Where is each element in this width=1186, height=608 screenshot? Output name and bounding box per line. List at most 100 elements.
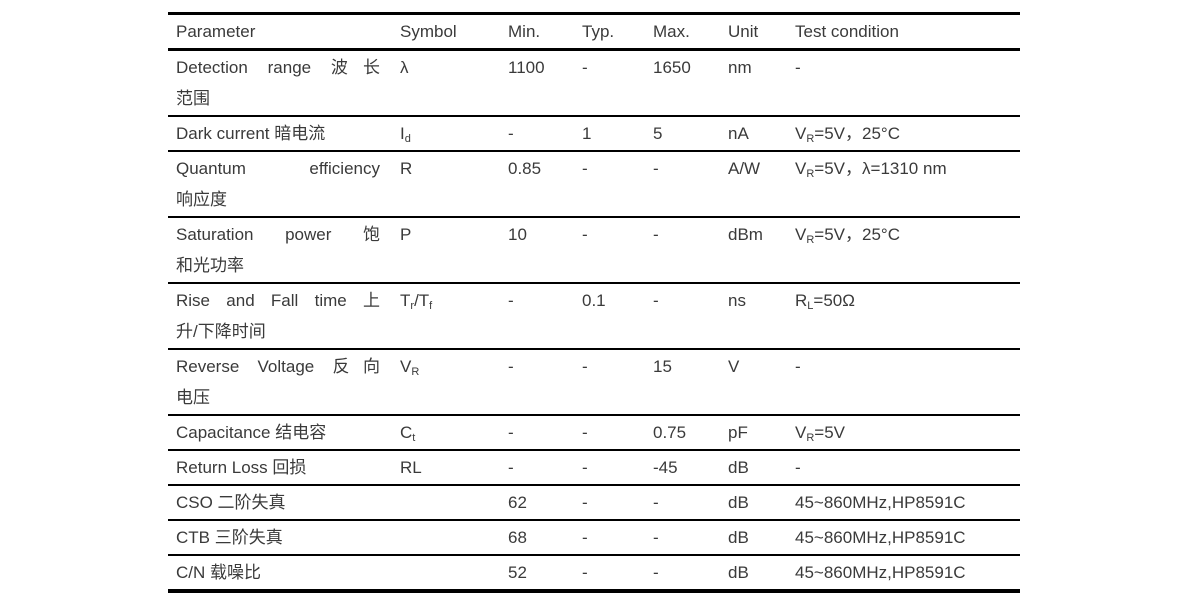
typ-cell: - xyxy=(582,458,588,477)
typ-cell: - xyxy=(582,563,588,582)
spec-table: Parameter Symbol Min. Typ. Max. Unit Test cond… xyxy=(168,12,1020,593)
unit-cell: dB xyxy=(728,493,749,512)
table-row: Detection range 波长 范围 λ 1100 - 1650 nm - xyxy=(168,50,1020,117)
table-row: Quantum efficiency 响应度 R 0.85 - - A/W VR=5V，λ=1… xyxy=(168,151,1020,217)
typ-cell: 1 xyxy=(582,124,592,143)
subscript: r xyxy=(410,300,415,312)
typ-cell: - xyxy=(582,159,588,178)
param-cell: Return Loss 回损 xyxy=(168,450,392,485)
test-condition-cell: VR=5V xyxy=(795,423,846,444)
param-line: Rise and Fall time 上 xyxy=(176,291,380,310)
min-cell: 0.85 xyxy=(508,159,542,178)
subscript: f xyxy=(429,300,433,312)
col-header-typ: Typ. xyxy=(582,22,615,41)
param-cell: Rise and Fall time 上升/下降时间 xyxy=(168,283,392,349)
unit-cell: nm xyxy=(728,58,752,77)
table-row: CSO 二阶失真 62 - - dB 45~860MHz,HP8591C xyxy=(168,485,1020,520)
symbol-cell: Tr/Tf xyxy=(400,291,433,312)
unit-cell: dB xyxy=(728,563,749,582)
param-cell: C/N 载噪比 xyxy=(168,555,392,591)
table-row: Return Loss 回损 RL - - -45 dB - xyxy=(168,450,1020,485)
subscript: R xyxy=(411,366,420,378)
test-condition-cell: VR=5V，25°C xyxy=(795,225,901,246)
typ-cell: - xyxy=(582,58,588,77)
test-condition-cell: 45~860MHz,HP8591C xyxy=(795,563,966,582)
col-header-min: Min. xyxy=(508,22,541,41)
param-cell: CSO 二阶失真 xyxy=(168,485,392,520)
symbol-cell: Id xyxy=(400,124,411,145)
typ-cell: - xyxy=(582,528,588,547)
col-header-unit: Unit xyxy=(728,22,759,41)
min-cell: - xyxy=(508,423,514,442)
param-line: 范围 xyxy=(176,89,210,108)
test-condition-cell: - xyxy=(795,458,801,477)
min-cell: - xyxy=(508,124,514,143)
param-line: Dark current 暗电流 xyxy=(176,124,326,143)
param-line: Saturation power 饱 xyxy=(176,225,380,244)
typ-cell: - xyxy=(582,423,588,442)
table-row: Saturation power 饱和光功率 P 10 - - dBm VR=5V，25°C xyxy=(168,217,1020,283)
param-line: Detection range 波长 xyxy=(176,58,380,77)
table-row: Rise and Fall time 上升/下降时间 Tr/Tf - 0.1 - ns RL… xyxy=(168,283,1020,349)
table-row: C/N 载噪比 52 - - dB 45~860MHz,HP8591C xyxy=(168,555,1020,591)
symbol-cell xyxy=(392,520,500,555)
unit-cell: dBm xyxy=(728,225,763,244)
param-line: 升/下降时间 xyxy=(176,322,266,341)
subscript: R xyxy=(806,168,815,180)
min-cell: - xyxy=(508,357,514,376)
param-line: C/N 载噪比 xyxy=(176,563,261,582)
typ-cell: - xyxy=(582,225,588,244)
test-condition-cell: - xyxy=(795,357,801,376)
typ-cell: - xyxy=(582,493,588,512)
test-condition-cell: VR=5V，λ=1310 nm xyxy=(795,159,947,180)
subscript: R xyxy=(806,234,815,246)
param-line: 和光功率 xyxy=(176,256,244,275)
param-cell: Detection range 波长 范围 xyxy=(168,50,392,117)
table-row: Capacitance 结电容 Ct - - 0.75 pF VR=5V xyxy=(168,415,1020,450)
symbol-cell: P xyxy=(400,225,412,244)
symbol-cell: RL xyxy=(400,458,422,477)
param-cell: Dark current 暗电流 xyxy=(168,116,392,151)
max-cell: 1650 xyxy=(653,58,691,77)
unit-cell: V xyxy=(728,357,740,376)
max-cell: -45 xyxy=(653,458,678,477)
max-cell: 15 xyxy=(653,357,672,376)
max-cell: - xyxy=(653,291,659,310)
col-header-parameter: Parameter xyxy=(176,22,256,41)
param-cell: Saturation power 饱和光功率 xyxy=(168,217,392,283)
symbol-cell: Ct xyxy=(400,423,416,444)
unit-cell: nA xyxy=(728,124,749,143)
unit-cell: ns xyxy=(728,291,746,310)
max-cell: - xyxy=(653,563,659,582)
param-line: CSO 二阶失真 xyxy=(176,493,286,512)
subscript: d xyxy=(404,133,411,145)
param-cell: Capacitance 结电容 xyxy=(168,415,392,450)
test-condition-cell: - xyxy=(795,58,801,77)
header-row: Parameter Symbol Min. Typ. Max. Unit Test cond… xyxy=(168,14,1020,50)
col-header-test-condition: Test condition xyxy=(795,22,899,41)
param-cell: Quantum efficiency 响应度 xyxy=(168,151,392,217)
max-cell: - xyxy=(653,493,659,512)
subscript: R xyxy=(806,133,815,145)
typ-cell: 0.1 xyxy=(582,291,606,310)
param-cell: CTB 三阶失真 xyxy=(168,520,392,555)
min-cell: 52 xyxy=(508,563,527,582)
col-header-symbol: Symbol xyxy=(400,22,457,41)
max-cell: - xyxy=(653,528,659,547)
max-cell: - xyxy=(653,225,659,244)
param-line: Reverse Voltage 反向 xyxy=(176,357,380,376)
param-cell: Reverse Voltage 反向 电压 xyxy=(168,349,392,415)
test-condition-cell: VR=5V，25°C xyxy=(795,124,901,145)
subscript: R xyxy=(806,432,815,444)
symbol-cell xyxy=(392,555,500,591)
param-line: 响应度 xyxy=(176,190,227,209)
typ-cell: - xyxy=(582,357,588,376)
symbol-cell: R xyxy=(400,159,413,178)
unit-cell: A/W xyxy=(728,159,761,178)
table-row: Dark current 暗电流 Id - 1 5 nA VR=5V，25°C xyxy=(168,116,1020,151)
param-line: Return Loss 回损 xyxy=(176,458,307,477)
min-cell: 10 xyxy=(508,225,527,244)
min-cell: - xyxy=(508,458,514,477)
max-cell: - xyxy=(653,159,659,178)
